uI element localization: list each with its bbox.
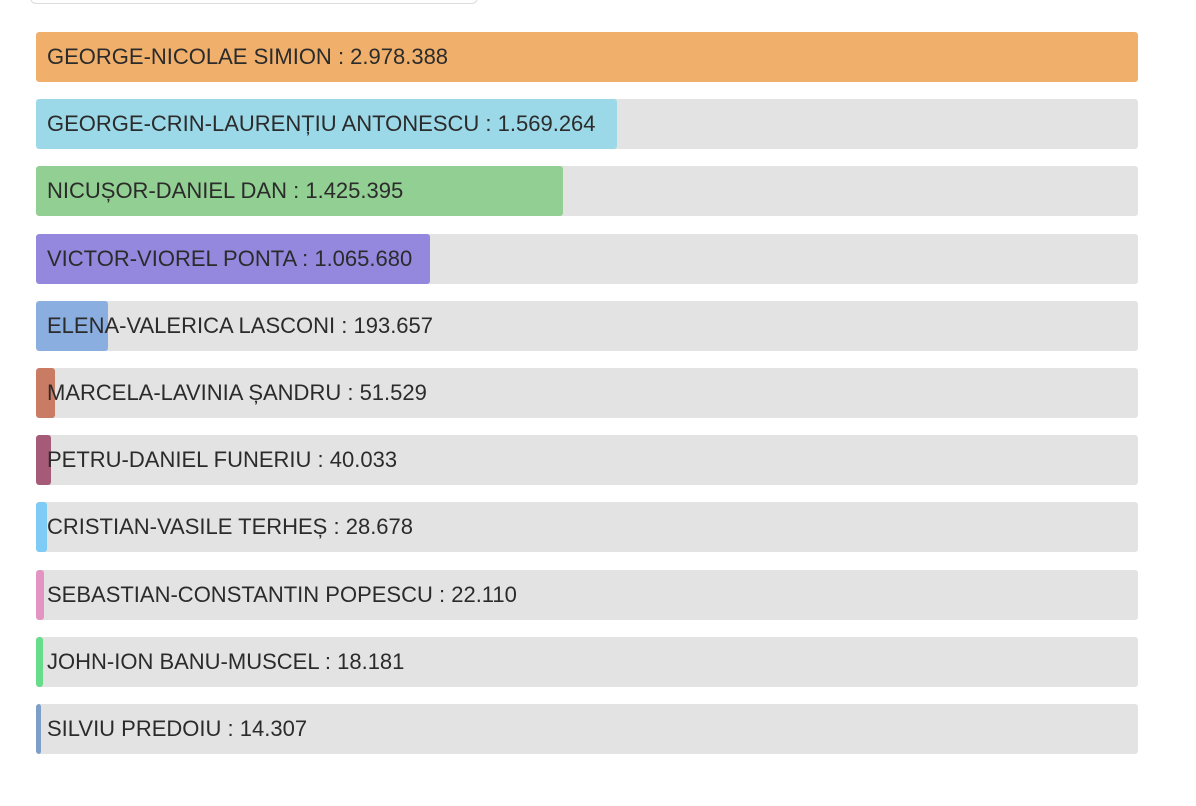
vote-count: 22.110 [451, 581, 517, 607]
bar-label: VICTOR-VIOREL PONTA : 1.065.680 [47, 234, 412, 284]
bar-label: GEORGE-NICOLAE SIMION : 2.978.388 [47, 32, 448, 82]
separator: : [335, 312, 354, 338]
separator: : [432, 581, 452, 607]
bar-label: NICUȘOR-DANIEL DAN : 1.425.395 [47, 166, 403, 216]
candidate-name: JOHN-ION BANU-MUSCEL [47, 648, 319, 674]
search-box [30, 0, 478, 4]
candidate-name: GEORGE-CRIN-LAURENȚIU ANTONESCU [47, 111, 480, 137]
bar-track: GEORGE-NICOLAE SIMION : 2.978.388 [36, 32, 1138, 82]
separator: : [327, 514, 346, 540]
bar-track: VICTOR-VIOREL PONTA : 1.065.680 [36, 233, 1138, 284]
bar-label: CRISTIAN-VASILE TERHEȘ : 28.678 [47, 502, 413, 552]
bar-label: MARCELA-LAVINIA ȘANDRU : 51.529 [47, 368, 427, 418]
vote-count: 1.065.680 [314, 245, 413, 271]
candidate-name: SEBASTIAN-CONSTANTIN POPESCU [47, 581, 433, 607]
separator: : [341, 380, 360, 405]
vote-count: 14.307 [239, 716, 308, 741]
bar [36, 32, 1138, 82]
bar-track: SILVIU PREDOIU : 14.307 [36, 704, 1138, 754]
bar-label: SILVIU PREDOIU : 14.307 [47, 704, 307, 754]
candidate-name: SILVIU PREDOIU [47, 716, 222, 741]
bar [36, 368, 56, 418]
bar-label: SEBASTIAN-CONSTANTIN POPESCU : 22.110 [47, 570, 517, 620]
separator: : [318, 648, 338, 674]
candidate-name: GEORGE-NICOLAE SIMION [47, 44, 332, 69]
bar [36, 99, 617, 150]
bar [36, 435, 51, 486]
vote-count: 40.033 [329, 447, 398, 473]
bar [36, 636, 43, 687]
bar-label: ELENA-VALERICA LASCONI : 193.657 [47, 301, 433, 351]
separator: : [479, 111, 498, 137]
bar [36, 233, 431, 284]
candidate-name: VICTOR-VIOREL PONTA [47, 245, 296, 271]
vote-count: 2.978.388 [350, 44, 449, 69]
separator: : [221, 716, 240, 741]
candidate-name: NICUȘOR-DANIEL DAN [47, 178, 287, 204]
vote-count: 1.569.264 [497, 111, 596, 137]
bar-track: JOHN-ION BANU-MUSCEL : 18.181 [36, 636, 1138, 687]
bar-track: SEBASTIAN-CONSTANTIN POPESCU : 22.110 [36, 569, 1138, 620]
candidate-name: PETRU-DANIEL FUNERIU [47, 447, 312, 473]
bar-label: JOHN-ION BANU-MUSCEL : 18.181 [47, 637, 404, 687]
bar-track: CRISTIAN-VASILE TERHEȘ : 28.678 [36, 502, 1138, 553]
vote-count: 18.181 [337, 648, 405, 674]
vote-count: 51.529 [359, 380, 427, 405]
candidate-name: MARCELA-LAVINIA ȘANDRU [47, 380, 342, 405]
bar-label: PETRU-DANIEL FUNERIU : 40.033 [47, 435, 397, 485]
vote-count: 193.657 [353, 312, 434, 338]
bar-track: ELENA-VALERICA LASCONI : 193.657 [36, 300, 1138, 351]
separator: : [311, 447, 330, 473]
separator: : [287, 178, 306, 204]
candidate-name: ELENA-VALERICA LASCONI [47, 312, 336, 338]
bar [36, 569, 45, 620]
candidate-name: CRISTIAN-VASILE TERHEȘ [47, 514, 328, 540]
separator: : [331, 44, 351, 69]
bar-label: GEORGE-CRIN-LAURENȚIU ANTONESCU : 1.569.… [47, 99, 596, 149]
vote-count: 1.425.395 [305, 178, 404, 204]
bar-track: PETRU-DANIEL FUNERIU : 40.033 [36, 435, 1138, 486]
bar-track: MARCELA-LAVINIA ȘANDRU : 51.529 [36, 368, 1138, 418]
bar-track: NICUȘOR-DANIEL DAN : 1.425.395 [36, 166, 1138, 217]
bar [36, 166, 564, 217]
bar [36, 704, 42, 754]
bar-track: GEORGE-CRIN-LAURENȚIU ANTONESCU : 1.569.… [36, 99, 1138, 150]
vote-count: 28.678 [345, 514, 414, 540]
bar [36, 300, 108, 351]
bar [36, 502, 47, 553]
separator: : [295, 245, 315, 271]
